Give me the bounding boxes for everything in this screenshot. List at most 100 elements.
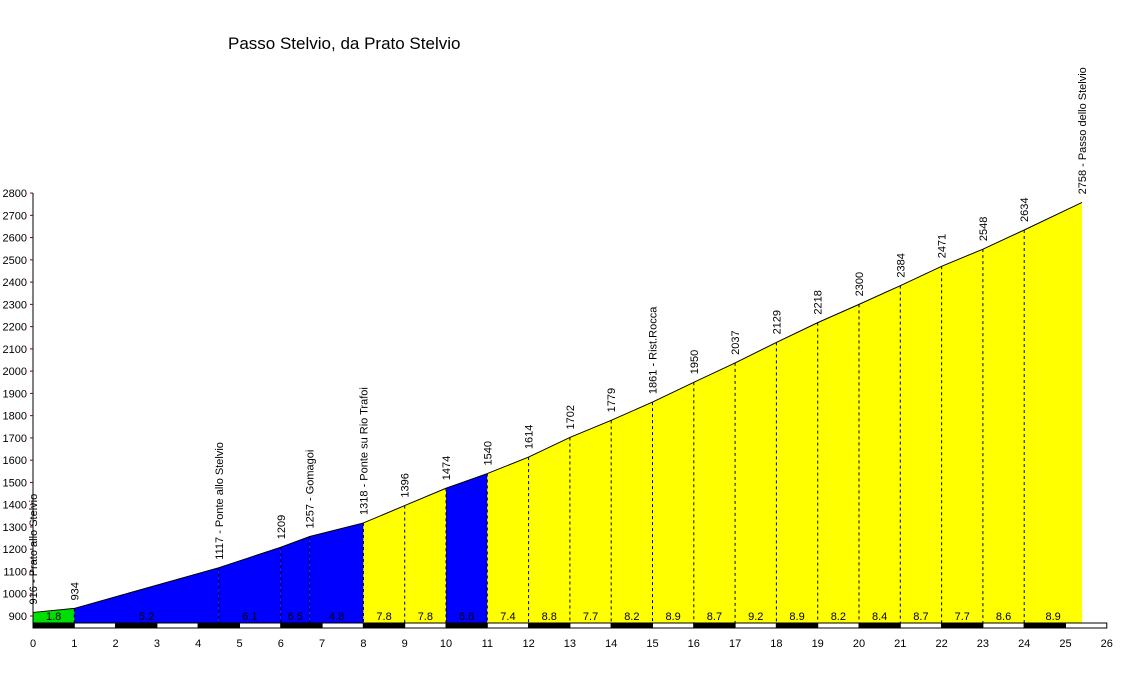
x-tick-label: 24 xyxy=(1018,638,1030,650)
segment-gradient-label: 8.8 xyxy=(542,611,557,623)
distance-bar-segment xyxy=(817,622,860,629)
y-tick-label: 1600 xyxy=(3,455,27,467)
point-label: 1779 xyxy=(606,388,618,412)
x-tick-label: 22 xyxy=(935,638,947,650)
segment-area xyxy=(982,230,1025,623)
point-label: 1950 xyxy=(689,350,701,374)
distance-bar-segment xyxy=(693,622,736,629)
point-label: 2037 xyxy=(730,330,742,354)
segment-gradient-label: 7.7 xyxy=(583,611,598,623)
x-tick-label: 6 xyxy=(278,638,284,650)
point-label: 2300 xyxy=(854,272,866,296)
distance-bar-segment xyxy=(404,622,447,629)
y-tick-label: 2500 xyxy=(3,255,27,267)
segment-area xyxy=(487,457,529,623)
distance-bar-segment xyxy=(941,622,984,629)
y-tick-label: 2600 xyxy=(3,233,27,245)
segment-area xyxy=(569,420,612,623)
profile-line xyxy=(32,201,1083,613)
distance-bar-segment xyxy=(115,622,158,629)
segment-area xyxy=(404,488,446,623)
distance-bar-segment xyxy=(445,622,488,629)
distance-bar-segment xyxy=(156,622,199,629)
segment-area xyxy=(528,437,570,623)
x-tick-label: 12 xyxy=(522,638,534,650)
distance-bar-segment xyxy=(280,622,323,629)
x-tick-label: 13 xyxy=(564,638,576,650)
segment-area xyxy=(652,382,694,623)
point-label: 2129 xyxy=(771,310,783,334)
distance-bar-segment xyxy=(899,622,943,629)
x-tick-label: 8 xyxy=(360,638,366,650)
segment-gradient-label: 8.9 xyxy=(1045,611,1060,623)
segment-area xyxy=(611,402,653,623)
x-tick-label: 5 xyxy=(236,638,242,650)
point-label: 2634 xyxy=(1019,198,1031,222)
x-tick-label: 26 xyxy=(1101,638,1113,650)
x-tick-label: 4 xyxy=(195,638,201,650)
segment-gradient-label: 9.2 xyxy=(748,611,763,623)
segment-area xyxy=(218,547,281,623)
point-label: 1209 xyxy=(276,515,288,539)
x-tick-label: 20 xyxy=(853,638,865,650)
point-label: 2471 xyxy=(937,234,949,258)
segment-area xyxy=(309,522,364,623)
segment-gradient-label: 6.1 xyxy=(242,611,257,623)
distance-bar-segment xyxy=(652,622,695,629)
y-tick-label: 1200 xyxy=(3,544,27,556)
segment-area xyxy=(859,285,901,623)
x-tick-label: 21 xyxy=(894,638,906,650)
y-tick-label: 1100 xyxy=(3,566,27,578)
x-tick-label: 2 xyxy=(113,638,119,650)
point-label: 2548 xyxy=(978,217,990,241)
segment-area xyxy=(941,249,983,623)
segment-gradient-label: 8.9 xyxy=(789,611,804,623)
x-tick-label: 11 xyxy=(482,638,493,650)
segment-area xyxy=(1024,202,1083,624)
y-tick-label: 1500 xyxy=(3,477,27,489)
x-tick-label: 18 xyxy=(770,638,782,650)
point-label: 1117 - Ponte allo Stelvio xyxy=(214,442,226,560)
y-tick-label: 1700 xyxy=(3,433,27,445)
distance-bar-segment xyxy=(858,622,901,629)
y-tick-label: 2800 xyxy=(3,188,27,200)
segment-gradient-label: 1.8 xyxy=(46,611,61,623)
segment-gradient-label: 8.6 xyxy=(996,611,1011,623)
segment-gradient-label: 6.6 xyxy=(459,611,474,623)
segment-area xyxy=(900,266,942,623)
segment-area xyxy=(776,322,818,623)
segment-area xyxy=(280,536,310,623)
distance-bar-segment xyxy=(1065,622,1108,629)
segment-gradient-label: 8.2 xyxy=(831,611,846,623)
y-tick-label: 2700 xyxy=(3,210,27,222)
segment-area xyxy=(735,342,777,623)
x-tick-label: 16 xyxy=(688,638,700,650)
segment-area xyxy=(693,362,736,623)
segment-gradient-label: 8.7 xyxy=(913,611,928,623)
y-tick-label: 1300 xyxy=(3,522,27,534)
segment-gradient-label: 7.8 xyxy=(376,611,391,623)
segment-gradient-label: 7.4 xyxy=(500,611,515,623)
x-tick-label: 23 xyxy=(977,638,989,650)
distance-bar-segment xyxy=(197,622,240,629)
segment-area xyxy=(33,608,75,623)
x-tick-label: 1 xyxy=(71,638,77,650)
point-label: 2218 xyxy=(813,290,825,314)
distance-bar-segment xyxy=(610,622,654,629)
point-label: 1257 - Gomagoi xyxy=(305,450,317,529)
x-tick-label: 19 xyxy=(812,638,824,650)
segment-gradient-label: 5.2 xyxy=(139,611,154,623)
distance-bar-segment xyxy=(32,622,75,629)
point-label: 1614 xyxy=(524,425,536,449)
y-tick-label: 2000 xyxy=(3,366,27,378)
y-tick-label: 1900 xyxy=(3,388,27,400)
y-tick-label: 1800 xyxy=(3,411,27,423)
segment-gradient-label: 6.5 xyxy=(288,611,303,623)
distance-bar-segment xyxy=(734,622,777,629)
point-label: 1474 xyxy=(441,456,453,480)
segment-area xyxy=(74,567,219,623)
segment-gradient-label: 4.8 xyxy=(329,611,344,623)
chart-title: Passo Stelvio, da Prato Stelvio xyxy=(228,34,461,53)
distance-bar-segment xyxy=(73,622,117,629)
